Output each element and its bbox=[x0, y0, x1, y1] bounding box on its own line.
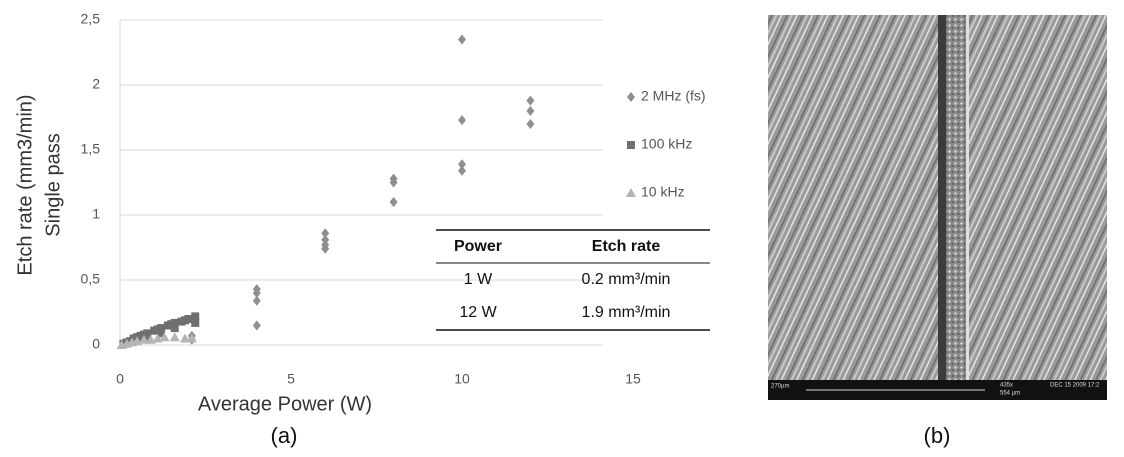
data-point bbox=[321, 234, 330, 245]
data-point bbox=[526, 119, 535, 129]
y-axis-label: Etch rate (mm3/min) bbox=[14, 94, 36, 275]
data-point bbox=[170, 324, 179, 333]
table-cell: 12 W bbox=[459, 304, 497, 321]
data-point bbox=[159, 332, 170, 342]
table-header: Power bbox=[454, 238, 502, 255]
data-point bbox=[526, 106, 535, 116]
data-point bbox=[138, 334, 149, 344]
y-tick-label: 2 bbox=[92, 76, 100, 92]
data-point bbox=[389, 197, 398, 207]
data-point bbox=[157, 324, 166, 333]
data-point bbox=[252, 288, 261, 298]
y-tick-label: 1 bbox=[92, 206, 100, 222]
data-point bbox=[169, 332, 180, 342]
date: DEC 15 2009 17:2 bbox=[1050, 383, 1100, 389]
table-cell: 0.2 mm³/min bbox=[582, 271, 671, 288]
legend-label: 2 MHz (fs) bbox=[641, 88, 706, 104]
legend-label: 10 kHz bbox=[641, 184, 685, 200]
y-tick-label: 0 bbox=[92, 336, 100, 352]
y-tick-label: 2,5 bbox=[81, 11, 101, 27]
data-point bbox=[170, 318, 179, 327]
data-point bbox=[191, 318, 200, 327]
data-point bbox=[458, 115, 466, 126]
table-cell: 1 W bbox=[464, 271, 493, 288]
caption: (b) bbox=[924, 423, 951, 448]
caption: (a) bbox=[271, 423, 298, 448]
y-axis-label: Single pass bbox=[42, 133, 64, 236]
x-axis-label: Average Power (W) bbox=[198, 393, 372, 415]
y-tick-label: 1,5 bbox=[81, 141, 101, 157]
data-point bbox=[252, 295, 261, 306]
sem-image: 270µm 435x 554 µm DEC 15 2009 17:2 bbox=[768, 15, 1107, 400]
data-point bbox=[389, 177, 398, 188]
data-point bbox=[184, 315, 193, 323]
data-point bbox=[526, 95, 535, 106]
data-point bbox=[157, 329, 166, 338]
legend-label: 100 kHz bbox=[641, 136, 692, 152]
table-cell: 1.9 mm³/min bbox=[582, 304, 671, 321]
x-tick-label: 15 bbox=[625, 371, 641, 387]
data-point bbox=[143, 333, 152, 342]
data-point bbox=[186, 333, 197, 343]
x-tick-label: 10 bbox=[454, 371, 470, 387]
data-point bbox=[191, 312, 200, 321]
legend-marker bbox=[627, 141, 635, 149]
data-point bbox=[321, 228, 330, 239]
data-point bbox=[458, 159, 466, 170]
legend-marker bbox=[627, 92, 635, 102]
legend-marker bbox=[626, 188, 636, 197]
magnification: 435x bbox=[1000, 383, 1013, 389]
field-width: 554 µm bbox=[1000, 391, 1020, 397]
x-tick-label: 5 bbox=[287, 371, 295, 387]
data-point bbox=[458, 165, 466, 176]
data-point bbox=[321, 243, 330, 254]
data-point bbox=[252, 320, 261, 331]
data-point bbox=[179, 333, 190, 343]
x-tick-label: 0 bbox=[116, 371, 124, 387]
table-header: Etch rate bbox=[592, 238, 661, 255]
y-tick-label: 0,5 bbox=[81, 271, 101, 287]
data-point bbox=[458, 34, 466, 45]
scale-bar-label: 270µm bbox=[771, 384, 789, 390]
